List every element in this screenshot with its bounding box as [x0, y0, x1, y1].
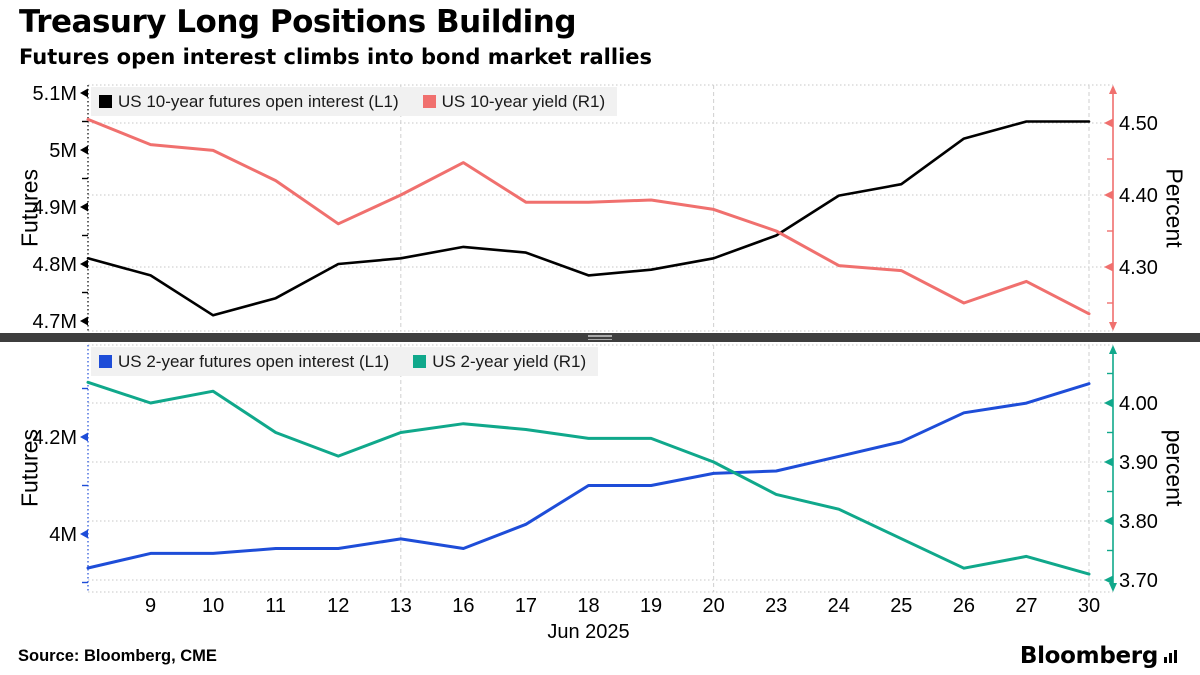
x-axis: 9 10 11 12 13 16 17 18 19 20 23 24 25 26 27 30 Jun 2025	[145, 595, 1100, 643]
left-axis-tick-label: 4.7M	[33, 311, 77, 333]
right-axis-tick-label: 3.80	[1119, 511, 1158, 533]
series-line-us-10-year-futures-open-interest-l1	[86, 120, 1091, 317]
right-axis-arrow-up-icon	[1109, 345, 1117, 354]
bottom-panel-legend: US 2-year futures open interest (L1) US …	[91, 347, 599, 376]
legend-swatch-10y-yield-icon	[422, 95, 436, 108]
left-axis-tick-arrow-icon	[80, 432, 88, 442]
left-axis-tick-label: 4M	[49, 524, 77, 546]
top-right-axis-title: Percent	[1161, 168, 1188, 248]
legend-swatch-2y-yield-icon	[413, 355, 427, 368]
left-axis-tick-arrow-icon	[80, 316, 88, 326]
x-axis-tick-label: 20	[703, 595, 725, 617]
x-axis-tick-label: 17	[515, 595, 537, 617]
x-axis-tick-label: 12	[327, 595, 349, 617]
x-axis-tick-label: 10	[202, 595, 224, 617]
left-axis-tick-arrow-icon	[80, 259, 88, 269]
x-axis-tick-label: 9	[145, 595, 156, 617]
x-axis-tick-label: 19	[640, 595, 662, 617]
x-axis-tick-label: 18	[577, 595, 599, 617]
legend-label-2y-yield: US 2-year yield (R1)	[432, 351, 587, 371]
right-axis-tick-arrow-icon	[1104, 575, 1113, 585]
bloomberg-logo: Bloomberg	[1020, 643, 1178, 669]
legend-label-2y-oi: US 2-year futures open interest (L1)	[118, 351, 390, 371]
series-line-us-10-year-yield-r1	[86, 117, 1091, 316]
x-axis-tick-label: 13	[390, 595, 412, 617]
left-axis-tick-arrow-icon	[80, 145, 88, 155]
right-axis-tick-label: 3.70	[1119, 570, 1158, 592]
left-axis-tick-label: 4.8M	[33, 254, 77, 276]
legend-item-10y-yield: US 10-year yield (R1)	[422, 91, 606, 112]
left-axis-tick-label: 5.1M	[33, 83, 77, 105]
right-axis-tick-label: 3.90	[1119, 452, 1158, 474]
panel-bottom: 4.2M 4M 4.00 3.90 3.80 3.70	[33, 344, 1158, 593]
legend-swatch-2y-oi-icon	[99, 355, 112, 368]
right-axis-arrow-down-icon	[1109, 322, 1117, 331]
x-axis-tick-label: 24	[828, 595, 850, 617]
series-line-us-2-year-futures-open-interest-l1	[86, 382, 1091, 570]
right-axis-arrow-up-icon	[1109, 85, 1117, 94]
right-axis-tick-label: 4.40	[1119, 185, 1158, 207]
left-axis-tick-label: 5M	[49, 140, 77, 162]
left-axis-tick-arrow-icon	[80, 529, 88, 539]
right-axis-tick-arrow-icon	[1104, 190, 1113, 200]
x-axis-tick-label: 25	[890, 595, 912, 617]
panel-divider-drag-handle-icon[interactable]	[588, 335, 612, 340]
right-axis-tick-label: 4.50	[1119, 113, 1158, 135]
legend-item-2y-oi: US 2-year futures open interest (L1)	[99, 352, 389, 372]
x-axis-tick-label: 16	[452, 595, 474, 617]
right-axis-tick-label: 4.30	[1119, 257, 1158, 279]
top-panel-legend: US 10-year futures open interest (L1) US…	[91, 87, 618, 116]
right-axis-tick-arrow-icon	[1104, 457, 1113, 467]
legend-swatch-10y-oi-icon	[99, 95, 112, 108]
left-axis-tick-label: 4.9M	[33, 197, 77, 219]
x-axis-tick-label: 30	[1078, 595, 1100, 617]
x-axis-month-label: Jun 2025	[547, 621, 629, 643]
x-axis-tick-label: 26	[953, 595, 975, 617]
page-subtitle: Futures open interest climbs into bond m…	[19, 45, 653, 69]
bottom-left-axis-title: Futures	[16, 429, 43, 507]
legend-label-10y-yield: US 10-year yield (R1)	[441, 91, 606, 111]
legend-item-2y-yield: US 2-year yield (R1)	[413, 352, 586, 372]
source-note: Source: Bloomberg, CME	[18, 647, 217, 665]
right-axis-tick-arrow-icon	[1104, 516, 1113, 526]
x-axis-tick-label: 11	[265, 595, 286, 617]
series-line-us-2-year-yield-r1	[86, 380, 1091, 576]
legend-label-10y-oi: US 10-year futures open interest (L1)	[118, 91, 399, 111]
right-axis-tick-arrow-icon	[1104, 118, 1113, 128]
bloomberg-bars-icon	[1164, 649, 1177, 663]
right-axis-tick-arrow-icon	[1104, 262, 1113, 272]
panel-divider	[0, 333, 1200, 342]
legend-item-10y-oi: US 10-year futures open interest (L1)	[99, 92, 399, 112]
bottom-right-axis-title: percent	[1161, 429, 1188, 507]
right-axis-tick-label: 4.00	[1119, 393, 1158, 415]
panel-top: 5.1M 5M 4.9M 4.8M 4.7M 4.50 4.40 4.30	[33, 83, 1158, 333]
left-axis-tick-arrow-icon	[80, 202, 88, 212]
right-axis-tick-arrow-icon	[1104, 398, 1113, 408]
left-axis-tick-label: 4.2M	[33, 427, 77, 449]
x-axis-tick-label: 27	[1015, 595, 1037, 617]
top-left-axis-title: Futures	[16, 169, 43, 247]
bloomberg-wordmark: Bloomberg	[1019, 643, 1158, 669]
right-axis-arrow-down-icon	[1109, 583, 1117, 592]
page-title: Treasury Long Positions Building	[19, 4, 577, 40]
x-axis-tick-label: 23	[765, 595, 787, 617]
left-axis-tick-arrow-icon	[80, 88, 88, 98]
